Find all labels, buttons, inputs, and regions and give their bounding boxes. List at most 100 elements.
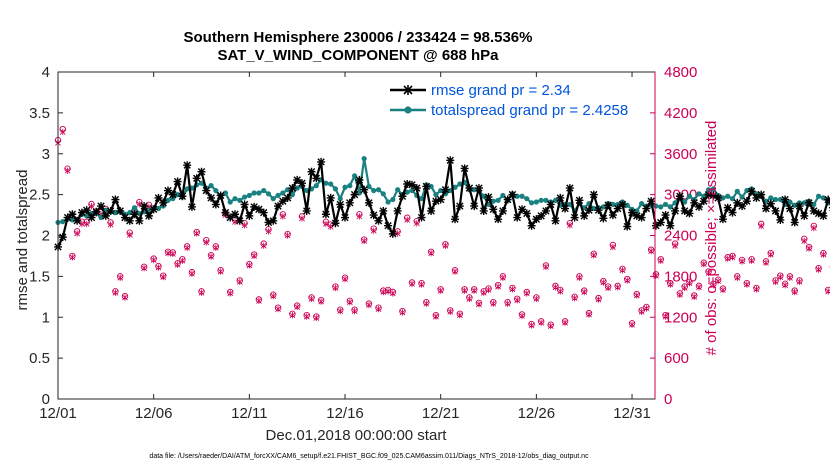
rmse-point — [551, 216, 560, 225]
rmse-point — [274, 202, 283, 211]
obs-assimilated-point — [672, 242, 678, 249]
obs-assimilated-point — [715, 277, 722, 285]
obs-assimilated-point — [700, 260, 707, 268]
legend-rmse-label: rmse grand pr = 2.34 — [431, 82, 571, 99]
totalspread-point — [533, 199, 539, 205]
obs-assimilated-point — [562, 319, 568, 326]
obs-assimilated-point — [227, 290, 234, 297]
obs-assimilated-point — [763, 259, 769, 266]
rmse-point — [360, 185, 369, 194]
totalspread-point — [165, 197, 171, 203]
rmse-point — [202, 186, 211, 195]
rmse-point — [211, 200, 220, 209]
obs-assimilated-point — [150, 256, 157, 264]
totalspread-point — [371, 187, 377, 194]
rmse-point — [628, 208, 637, 217]
obs-assimilated-point — [404, 216, 411, 224]
obs-assimilated-point — [342, 275, 348, 283]
obs-assimilated-point — [734, 274, 741, 281]
rmse-point — [101, 211, 110, 220]
rmse-point — [283, 193, 292, 202]
rmse-point — [651, 221, 660, 230]
totalspread-point — [280, 190, 286, 196]
x-tick-label: 12/21 — [422, 405, 460, 422]
rmse-point — [714, 193, 723, 202]
obs-assimilated-point — [557, 288, 564, 295]
obs-assimilated-point — [112, 289, 119, 296]
obs-assimilated-point — [710, 282, 717, 289]
obs-assimilated-point — [122, 294, 128, 301]
rmse-point — [503, 195, 512, 204]
x-tick-label: 12/01 — [39, 405, 77, 422]
rmse-point — [278, 197, 287, 206]
obs-assimilated-point — [141, 265, 147, 272]
rmse-point — [704, 190, 713, 199]
rmse-point — [159, 198, 168, 207]
obs-assimilated-point — [217, 268, 224, 275]
y-right-tick-label: 4800 — [664, 64, 697, 81]
totalspread-point — [323, 180, 329, 186]
obs-assimilated-point — [294, 303, 301, 311]
obs-assimilated-point — [753, 286, 760, 293]
rmse-point — [790, 218, 799, 227]
y-right-tick-group: 06001200180024003000360042004800 — [650, 64, 697, 408]
obs-assimilated-point — [509, 286, 516, 293]
obs-assimilated-point — [504, 300, 511, 307]
obs-assimilated-point — [442, 242, 449, 249]
rmse-point — [307, 167, 316, 176]
rmse-point — [728, 208, 737, 217]
obs-assimilated-point — [279, 213, 286, 220]
rmse-point — [63, 213, 72, 222]
rmse-point — [671, 206, 680, 215]
obs-assimilated-point — [720, 286, 726, 294]
totalspread-point — [658, 204, 664, 210]
obs-assimilated-point — [74, 230, 81, 237]
obs-assimilated-point — [815, 266, 822, 273]
rmse-point — [230, 210, 239, 219]
totalspread-point — [433, 192, 439, 198]
rmse-point — [326, 193, 335, 202]
rmse-point — [207, 193, 216, 202]
obs-assimilated-point — [299, 215, 305, 222]
rmse-point — [455, 202, 464, 211]
totalspread-point — [328, 181, 334, 187]
rmse-point — [570, 213, 579, 222]
obs-assimilated-point — [59, 128, 66, 136]
plot-area — [58, 72, 655, 399]
totalspread-point — [801, 200, 807, 206]
rmse-point — [431, 197, 440, 206]
rmse-point — [575, 196, 584, 205]
rmse-point — [302, 206, 311, 215]
rmse-point — [718, 215, 727, 224]
obs-assimilated-point — [447, 308, 454, 315]
legend-rmse-marker — [403, 85, 413, 95]
legend: rmse grand pr = 2.34 totalspread grand p… — [390, 82, 628, 119]
rmse-point — [513, 213, 522, 222]
totalspread-point — [390, 196, 396, 203]
obs-assimilated-point — [648, 247, 655, 255]
obs-assimilated-point — [806, 245, 812, 252]
x-tick-label: 12/06 — [135, 405, 173, 422]
obs-assimilated-point — [528, 322, 535, 329]
obs-assimilated-point — [461, 287, 468, 294]
obs-assimilated-point — [433, 313, 439, 320]
rmse-point — [58, 233, 67, 242]
totalspread-point — [720, 195, 726, 201]
rmse-point — [781, 195, 790, 204]
obs-assimilated-point — [466, 295, 473, 303]
totalspread-point — [457, 181, 463, 187]
totalspread-point — [452, 184, 458, 190]
obs-assimilated-point — [787, 274, 793, 281]
y-right-tick-label: 3600 — [664, 146, 697, 163]
y-left-tick-label: 1 — [42, 309, 50, 326]
obs-assimilated-point — [193, 230, 200, 237]
rmse-point — [695, 202, 704, 211]
rmse-point — [766, 199, 775, 208]
rmse-point — [805, 198, 814, 207]
obs-assimilated-point — [791, 288, 798, 296]
obs-assimilated-point — [370, 227, 377, 234]
totalspread-point — [519, 193, 525, 199]
rmse-point — [623, 222, 632, 231]
obs-assimilated-point — [313, 314, 320, 322]
rmse-point — [288, 184, 297, 193]
